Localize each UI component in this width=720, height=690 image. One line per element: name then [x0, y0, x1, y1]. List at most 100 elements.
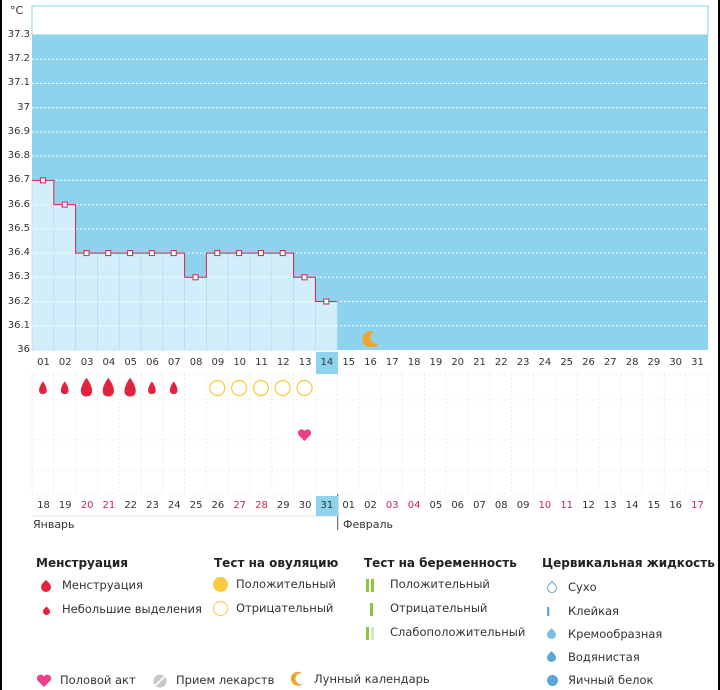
temperature-point	[192, 274, 199, 281]
eggwhite-drop-icon	[544, 674, 562, 688]
ovulation-negative-icon	[296, 379, 313, 397]
month-label-january: Январь	[33, 518, 75, 531]
blood-drop-icon	[80, 377, 93, 397]
empty-circle-icon	[212, 600, 230, 616]
cycle-day-label[interactable]: 02	[58, 357, 72, 368]
calendar-date-label[interactable]: 11	[560, 500, 574, 511]
calendar-date-label[interactable]: 19	[58, 500, 72, 511]
cycle-day-label[interactable]: 10	[233, 357, 247, 368]
calendar-date-label[interactable]: 04	[407, 500, 421, 511]
legend-cervical-title: Цервикальная жидкость	[542, 556, 715, 570]
blood-drop-icon	[169, 381, 178, 395]
cycle-day-label[interactable]: 23	[516, 357, 530, 368]
one-line-icon	[366, 602, 384, 616]
blood-drop-icon	[102, 377, 114, 397]
calendar-date-label[interactable]: 07	[473, 500, 486, 511]
cycle-day-label[interactable]: 25	[560, 357, 574, 368]
calendar-date-label[interactable]: 22	[124, 500, 138, 511]
calendar-date-label[interactable]: 28	[255, 500, 268, 511]
temperature-point	[148, 250, 155, 257]
temperature-point	[170, 250, 177, 257]
temperature-bar	[227, 252, 251, 351]
cycle-day-label[interactable]: 22	[494, 357, 508, 368]
calendar-date-label[interactable]: 29	[276, 500, 290, 511]
calendar-date-label[interactable]: 06	[451, 500, 465, 511]
calendar-date-label[interactable]: 31	[315, 496, 338, 516]
legend-pregnancy-title: Тест на беременность	[364, 556, 517, 570]
calendar-date-label[interactable]: 18	[37, 500, 50, 511]
temperature-chart[interactable]	[2, 0, 718, 530]
cycle-day-label[interactable]: 15	[342, 357, 356, 368]
legend-menstruation: Менструация	[38, 578, 143, 594]
cycle-day-label[interactable]: 04	[102, 357, 116, 368]
y-tick-label: 36.5	[7, 222, 30, 234]
calendar-date-label[interactable]: 05	[429, 500, 443, 511]
calendar-date-label[interactable]: 20	[80, 500, 94, 511]
cycle-day-label[interactable]: 11	[255, 357, 268, 368]
cycle-day-label[interactable]: 05	[124, 357, 138, 368]
y-tick-label: 36	[17, 344, 30, 355]
calendar-date-label[interactable]: 13	[603, 500, 617, 511]
y-tick-label: 37.2	[7, 53, 30, 65]
cycle-day-label[interactable]: 24	[538, 357, 552, 368]
temperature-point	[105, 250, 112, 257]
calendar-date-label[interactable]: 24	[167, 500, 181, 511]
calendar-date-label[interactable]: 14	[625, 500, 639, 511]
calendar-date-label[interactable]: 23	[146, 500, 159, 511]
calendar-date-label[interactable]: 21	[102, 500, 116, 511]
cycle-day-label[interactable]: 27	[603, 357, 617, 368]
cycle-day-label[interactable]: 08	[189, 357, 203, 368]
calendar-date-label[interactable]: 02	[364, 500, 377, 511]
cycle-day-label[interactable]: 26	[582, 357, 595, 368]
calendar-date-label[interactable]: 15	[647, 500, 661, 511]
calendar-date-label[interactable]: 26	[211, 500, 225, 511]
calendar-date-label[interactable]: 08	[494, 500, 508, 511]
heart-icon	[36, 674, 54, 688]
legend-pregnancy-negative: Отрицательный	[366, 601, 487, 616]
calendar-date-label[interactable]: 12	[582, 500, 595, 511]
moon-icon	[290, 671, 308, 687]
calendar-date-label[interactable]: 01	[342, 500, 356, 511]
legend-cervical-creamy: Кремообразная	[544, 627, 662, 642]
calendar-date-label[interactable]: 10	[538, 500, 552, 511]
calendar-date-label[interactable]: 27	[233, 500, 247, 511]
blood-drop-icon	[148, 381, 156, 395]
cycle-day-label[interactable]: 28	[625, 357, 639, 368]
blood-drop-icon	[39, 381, 47, 395]
temperature-point	[236, 250, 243, 257]
calendar-date-label[interactable]: 16	[669, 500, 683, 511]
cycle-day-label[interactable]: 16	[364, 357, 377, 368]
cycle-day-label[interactable]: 18	[407, 357, 421, 368]
cycle-day-label[interactable]: 14	[315, 352, 338, 374]
ovulation-negative-icon	[274, 379, 291, 397]
legend-cervical-dry: Сухо	[544, 580, 597, 595]
cycle-day-label[interactable]: 20	[451, 357, 465, 368]
cycle-day-label[interactable]: 13	[298, 357, 312, 368]
cycle-day-label[interactable]: 17	[385, 357, 399, 368]
temperature-bar	[271, 252, 294, 351]
cycle-day-label[interactable]: 30	[669, 357, 683, 368]
calendar-date-label[interactable]: 30	[298, 500, 312, 511]
cycle-day-label[interactable]: 31	[691, 357, 704, 368]
calendar-date-label[interactable]: 09	[516, 500, 530, 511]
y-tick-label: 36.9	[7, 125, 30, 137]
temperature-bar	[184, 277, 207, 351]
legend-ovulation-positive: Положительный	[212, 576, 336, 592]
calendar-date-label[interactable]: 17	[691, 500, 704, 511]
temperature-point	[61, 201, 68, 208]
cycle-day-label[interactable]: 21	[473, 357, 486, 368]
cycle-day-label[interactable]: 29	[647, 357, 661, 368]
cycle-day-label[interactable]: 19	[429, 357, 443, 368]
unit-label: °C	[10, 4, 24, 17]
cycle-day-label[interactable]: 06	[146, 357, 159, 368]
cycle-day-label[interactable]: 12	[276, 357, 290, 368]
blood-drop-icon	[38, 579, 56, 594]
cycle-day-label[interactable]: 03	[80, 357, 94, 368]
cycle-day-label[interactable]: 01	[37, 357, 50, 368]
legend-menstruation-title: Менструация	[36, 556, 128, 570]
cycle-day-label[interactable]: 09	[211, 357, 225, 368]
calendar-date-label[interactable]: 25	[189, 500, 203, 511]
cycle-day-label[interactable]: 07	[167, 357, 181, 368]
calendar-date-label[interactable]: 03	[385, 500, 399, 511]
